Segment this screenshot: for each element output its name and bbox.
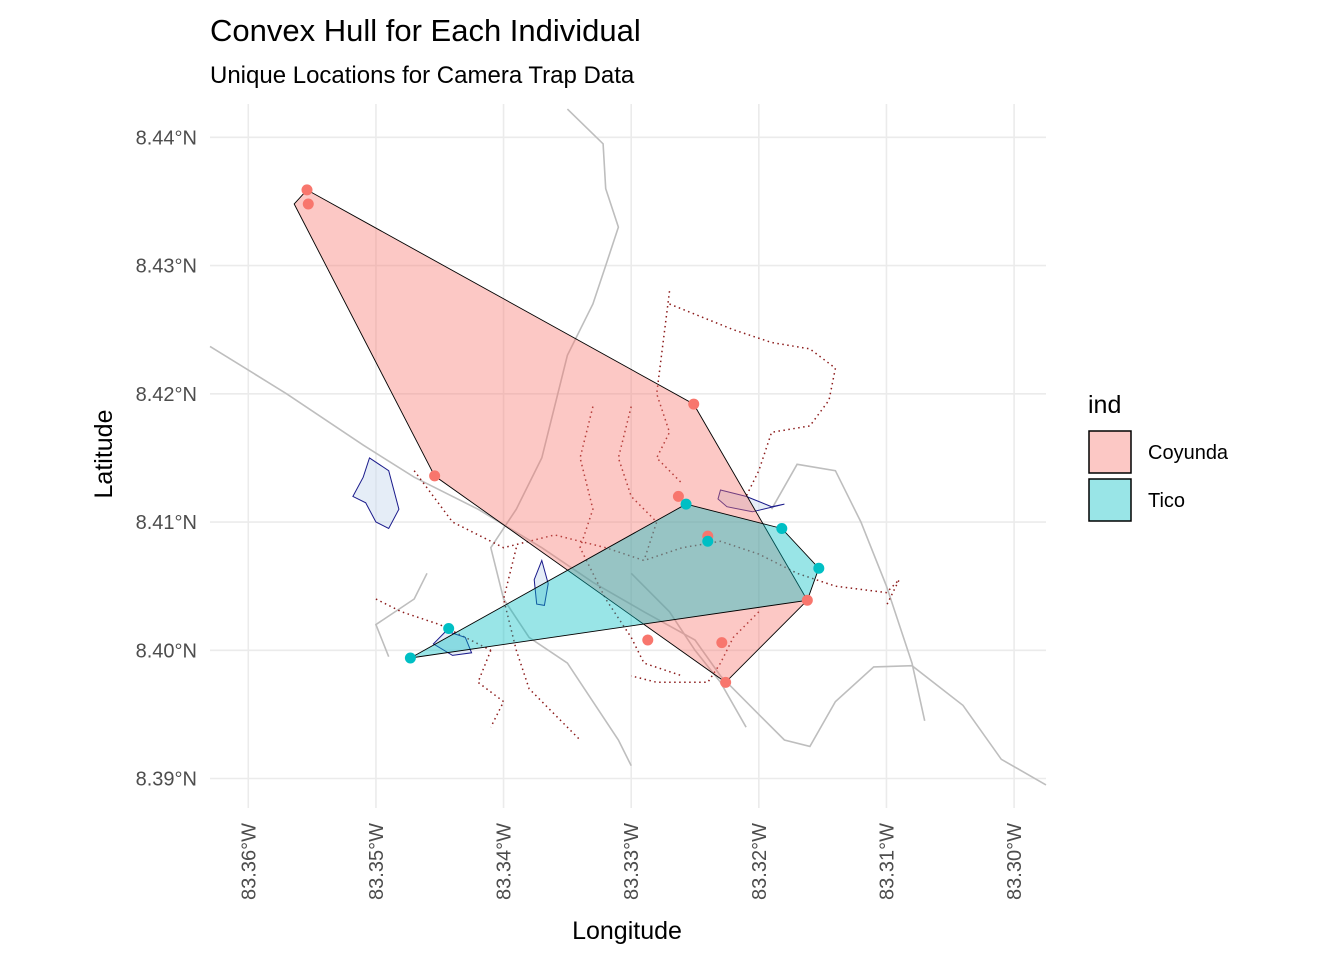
- y-tick-label-1: 8.40°N: [136, 640, 197, 662]
- x-tick-label-4: 83.32°W: [749, 823, 771, 900]
- x-tick-label-3: 83.33°W: [621, 823, 643, 900]
- y-tick-label-3: 8.42°N: [136, 384, 197, 406]
- trail-line-6: [477, 650, 505, 728]
- x-axis-title: Longitude: [572, 917, 682, 945]
- chart-title: Convex Hull for Each Individual: [210, 13, 641, 48]
- convex-hulls: [293, 189, 820, 683]
- legend-label-coyunda: Coyunda: [1148, 442, 1229, 464]
- point-coyunda-8: [642, 634, 654, 646]
- road-line-1: [489, 108, 632, 767]
- pond-polygon-2: [432, 630, 473, 656]
- road-line-3: [770, 463, 926, 721]
- trail-lines: [375, 291, 900, 741]
- pond-polygon-1: [533, 558, 549, 606]
- point-tico-4: [443, 622, 455, 634]
- point-tico-1: [702, 535, 714, 547]
- trail-line-5: [502, 547, 581, 741]
- point-coyunda-1: [302, 198, 314, 210]
- x-tick-label-2: 83.34°W: [494, 823, 516, 900]
- gridlines: [210, 104, 1046, 808]
- point-tico-5: [404, 652, 416, 664]
- point-coyunda-9: [720, 676, 732, 688]
- hull-tico: [410, 503, 820, 659]
- point-coyunda-4: [672, 490, 684, 502]
- pond-polygon-3: [717, 489, 785, 513]
- y-tick-label-0: 8.39°N: [136, 769, 197, 791]
- x-tick-label-6: 83.30°W: [1004, 823, 1026, 900]
- chart-subtitle: Unique Locations for Camera Trap Data: [210, 62, 635, 89]
- x-tick-label-5: 83.31°W: [876, 823, 898, 900]
- point-coyunda-0: [301, 184, 313, 196]
- legend-key-tico: [1088, 478, 1132, 522]
- y-axis-title: Latitude: [90, 410, 118, 499]
- road-line-2: [630, 572, 747, 728]
- y-tick-label-4: 8.43°N: [136, 256, 197, 278]
- legend-key-coyunda: [1088, 430, 1132, 474]
- legend-title: ind: [1088, 391, 1121, 419]
- road-lines: [209, 108, 1047, 786]
- pond-polygon-0: [352, 457, 400, 530]
- y-tick-label-5: 8.44°N: [136, 127, 197, 149]
- point-tico-0: [680, 498, 692, 510]
- x-axis-tick-labels: 83.36°W 83.35°W 83.34°W 83.33°W 83.32°W 83.31…: [238, 823, 1026, 900]
- trail-line-2: [669, 303, 837, 497]
- point-coyunda-3: [688, 398, 700, 410]
- point-tico-3: [813, 562, 825, 574]
- point-coyunda-2: [429, 470, 441, 482]
- x-tick-label-0: 83.36°W: [238, 823, 260, 900]
- legend-label-tico: Tico: [1148, 490, 1185, 512]
- road-line-4: [374, 572, 428, 657]
- y-axis-tick-labels: 8.39°N 8.40°N 8.41°N 8.42°N 8.43°N 8.44°N: [136, 127, 197, 790]
- pond-polygons: [352, 457, 785, 656]
- location-points: [301, 184, 825, 688]
- trail-line-8: [631, 611, 760, 684]
- legend: ind Coyunda Tico: [1088, 391, 1229, 522]
- x-tick-label-1: 83.35°W: [366, 823, 388, 900]
- point-coyunda-6: [801, 594, 813, 606]
- point-coyunda-7: [716, 637, 728, 649]
- point-tico-2: [776, 522, 788, 534]
- trail-line-4: [617, 406, 658, 561]
- y-tick-label-2: 8.41°N: [136, 512, 197, 534]
